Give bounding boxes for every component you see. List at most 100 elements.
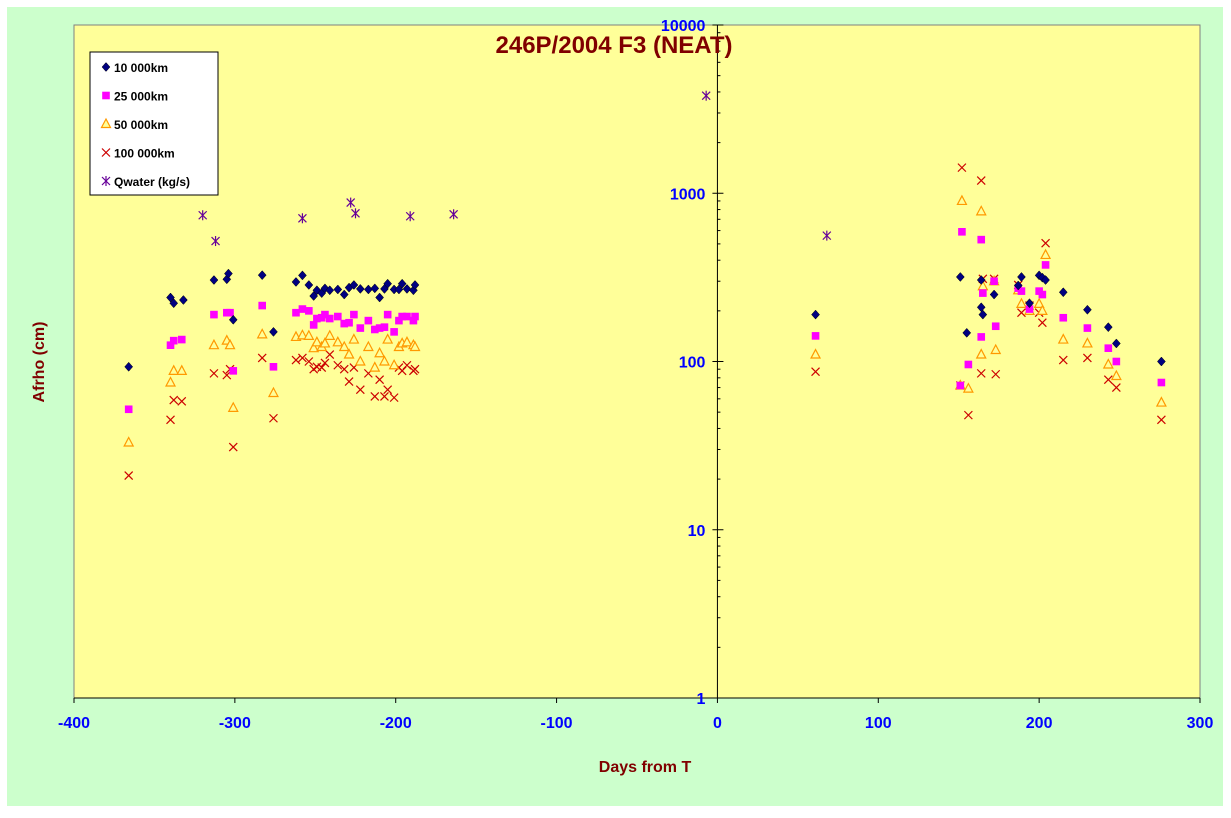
data-point	[228, 442, 238, 452]
series-layer	[123, 90, 1167, 480]
data-point	[348, 333, 360, 344]
legend-box	[89, 51, 219, 196]
axes-layer: 1 10 100 1000 10000 -400 -300 -200 -100 0 100 200 30…	[58, 18, 1213, 732]
data-point	[955, 272, 965, 282]
data-point	[346, 197, 356, 208]
data-point	[410, 364, 420, 374]
legend-marker	[101, 62, 111, 72]
data-point	[956, 194, 968, 206]
data-point	[296, 329, 308, 340]
legend-marker	[100, 117, 112, 129]
y-tick-label: 1	[697, 691, 706, 708]
data-point	[354, 355, 366, 366]
data-point	[321, 310, 329, 319]
data-point	[979, 289, 987, 297]
data-point	[209, 275, 219, 285]
data-point	[1041, 261, 1050, 269]
data-point	[369, 361, 381, 372]
data-point	[325, 350, 335, 359]
x-tick-label: -100	[541, 715, 573, 732]
data-point	[333, 284, 343, 295]
data-point	[389, 393, 399, 403]
data-point	[298, 270, 307, 281]
data-point	[449, 209, 459, 220]
data-point	[383, 278, 393, 289]
data-point	[822, 230, 832, 241]
data-point	[1058, 355, 1068, 365]
data-point	[324, 329, 336, 340]
data-point	[1112, 357, 1121, 366]
data-point	[957, 163, 967, 173]
x-tick-label: -300	[219, 715, 251, 732]
series-square	[124, 228, 1166, 414]
data-point	[1111, 383, 1121, 392]
data-point	[1059, 313, 1068, 322]
data-point	[378, 355, 390, 366]
data-point	[962, 382, 974, 393]
data-point	[388, 358, 400, 370]
data-point	[382, 333, 394, 344]
data-point	[701, 90, 711, 101]
data-point	[383, 310, 392, 319]
data-point	[257, 353, 267, 363]
data-point	[308, 341, 320, 353]
data-point	[410, 280, 420, 290]
data-point	[409, 340, 421, 352]
data-point	[349, 280, 359, 290]
data-point	[124, 361, 134, 372]
legend-marker	[101, 176, 111, 186]
y-tick-label: 10	[688, 523, 706, 540]
data-point	[1103, 322, 1113, 333]
data-point	[256, 328, 268, 339]
data-point	[269, 413, 278, 423]
data-point	[1157, 356, 1166, 367]
data-point	[356, 324, 365, 332]
x-tick-label: -400	[58, 715, 90, 732]
data-point	[309, 321, 318, 329]
data-point	[1083, 324, 1092, 332]
data-point	[123, 436, 135, 447]
legend: 10 000km 25 000km 50 000km 100 000km Qwater …	[89, 51, 219, 196]
data-point	[297, 213, 307, 224]
data-point	[334, 312, 342, 321]
data-point	[198, 210, 208, 221]
legend-label: 25 000km	[114, 90, 168, 104]
data-point	[177, 335, 186, 344]
data-point	[1036, 304, 1048, 315]
data-point	[1083, 304, 1092, 315]
data-point	[975, 205, 987, 216]
data-point	[1081, 337, 1093, 348]
y-tick-label: 1000	[670, 186, 706, 203]
data-point	[291, 355, 301, 365]
data-point	[991, 322, 1000, 331]
data-point	[169, 395, 179, 405]
x-tick-label: -200	[380, 715, 412, 732]
data-point	[1037, 318, 1047, 328]
data-point	[292, 308, 300, 317]
data-point	[991, 369, 1001, 379]
data-point	[990, 277, 998, 286]
data-point	[1013, 280, 1023, 291]
data-point	[371, 325, 379, 334]
data-point	[977, 235, 986, 244]
data-point	[989, 289, 999, 300]
data-point	[978, 309, 988, 320]
data-point	[976, 275, 986, 285]
data-point	[976, 368, 986, 378]
data-point	[297, 353, 307, 363]
data-point	[303, 329, 315, 340]
legend-label: Qwater (kg/s)	[114, 175, 190, 189]
data-point	[398, 312, 406, 321]
y-axis-label: Afrho (cm)	[31, 322, 48, 403]
data-point	[166, 415, 175, 425]
data-point	[1110, 369, 1122, 381]
data-point	[351, 208, 360, 219]
x-axis-label: Days from T	[599, 759, 692, 776]
data-point	[345, 318, 353, 327]
x-tick-label: 0	[713, 715, 722, 732]
data-point	[124, 405, 133, 414]
data-point	[343, 348, 355, 359]
data-point	[339, 364, 349, 374]
